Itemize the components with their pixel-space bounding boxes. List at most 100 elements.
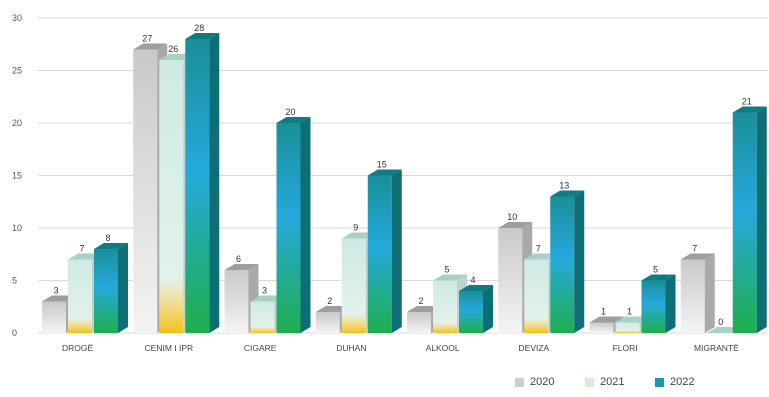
data-label: 7: [692, 244, 697, 254]
x-tick-label: MIGRANTË: [694, 343, 739, 353]
bar-2020-5: [498, 228, 523, 333]
x-tick-label: CENIM I IPR: [145, 343, 194, 353]
bar-2020-3: [315, 312, 340, 333]
bar-top-2020-1: [133, 43, 168, 50]
bar-2021-5: [524, 259, 549, 333]
bar-top-2021-3: [341, 232, 376, 239]
bar-side-2022-6: [665, 274, 676, 333]
bar-top-2022-1: [185, 33, 220, 39]
data-label: 15: [377, 160, 387, 170]
bar-top-2021-6: [615, 316, 650, 323]
y-tick-label: 10: [12, 223, 22, 233]
data-label: 7: [536, 244, 541, 254]
x-tick-label: DEVIZA: [519, 343, 550, 353]
data-label: 3: [262, 286, 267, 296]
y-tick-label: 0: [12, 328, 17, 338]
y-tick-label: 30: [12, 13, 22, 23]
bar-side-2022-2: [300, 117, 311, 333]
bar-top-2021-0: [68, 253, 102, 260]
bar-2022-6: [641, 280, 666, 333]
bar-2020-7: [680, 259, 705, 333]
bar-top-2021-7: [706, 327, 741, 333]
bar-2022-1: [185, 39, 210, 333]
bar-2020-1: [133, 49, 158, 333]
bar-2020-0: [42, 301, 66, 333]
bar-2021-4: [433, 280, 457, 333]
bar-top-2022-5: [550, 190, 585, 197]
x-axis-labels: DROGË CENIM I IPR CIGARE DUHAN ALKOOL DEVIZA F…: [62, 343, 739, 353]
bar-top-2021-5: [524, 253, 559, 260]
data-label: 28: [194, 23, 204, 33]
bar-side-2020-7: [704, 253, 715, 333]
bar-2021-1: [159, 60, 184, 333]
bar-2022-5: [550, 196, 575, 333]
bar-2021-0: [68, 259, 92, 333]
bar-side-2022-4: [483, 285, 493, 333]
x-tick-label: DUHAN: [336, 343, 366, 353]
legend-item-2022: 2022: [655, 376, 725, 388]
legend-swatch-2020: [515, 377, 524, 387]
x-tick-label: DROGË: [62, 343, 94, 353]
data-label: 7: [79, 244, 84, 254]
data-label: 1: [627, 307, 632, 317]
bar-top-2020-7: [680, 253, 715, 260]
bar-top-2022-0: [94, 243, 128, 249]
bar-top-2022-6: [641, 274, 676, 281]
data-label: 10: [507, 212, 517, 222]
data-label: 13: [559, 181, 569, 191]
data-label: 3: [53, 286, 58, 296]
legend: 2020 2021 2022: [515, 376, 725, 388]
bar-2021-7: [706, 333, 731, 334]
bar-2021-6: [615, 322, 640, 333]
data-label: 21: [742, 97, 752, 107]
data-label: 2: [418, 296, 423, 306]
bar-top-2022-3: [367, 169, 402, 176]
bar-side-2022-3: [391, 169, 402, 333]
bar-top-2020-5: [498, 222, 533, 228]
bar-side-2022-0: [118, 243, 128, 333]
bar-top-2022-7: [732, 106, 767, 113]
bar-side-2022-1: [209, 33, 220, 333]
data-label: 9: [353, 223, 358, 233]
bar-top-2021-2: [250, 295, 285, 302]
legend-label-2022: 2022: [670, 376, 695, 388]
bar-2022-2: [276, 123, 301, 333]
legend-item-2020: 2020: [515, 376, 585, 388]
bar-2021-2: [250, 301, 275, 333]
data-label: 8: [105, 233, 110, 243]
bar-side-2022-5: [574, 190, 585, 333]
data-label: 0: [718, 317, 723, 327]
bar-2022-4: [459, 291, 483, 333]
bar-2020-2: [224, 270, 249, 333]
bar-2020-6: [589, 322, 614, 333]
y-tick-label: 20: [12, 118, 22, 128]
data-label: 26: [168, 44, 178, 54]
legend-item-2021: 2021: [585, 376, 655, 388]
data-label: 6: [236, 254, 241, 264]
data-label: 2: [327, 296, 332, 306]
bar-top-2020-0: [42, 295, 76, 302]
legend-label-2021: 2021: [600, 376, 625, 388]
y-axis-ticks: 0 5 10 15 20 25 30: [12, 13, 22, 338]
bar-top-2020-6: [589, 316, 624, 323]
y-tick-label: 15: [12, 171, 22, 181]
x-tick-label: ALKOOL: [426, 343, 460, 353]
data-label: 1: [601, 307, 606, 317]
bar-top-2022-2: [276, 117, 311, 123]
y-tick-label: 5: [12, 276, 17, 286]
data-label: 4: [470, 275, 475, 285]
bar-top-2020-2: [224, 264, 259, 270]
legend-swatch-2021: [585, 377, 594, 387]
x-tick-label: FLORI: [613, 343, 638, 353]
bar-top-2021-1: [159, 54, 194, 60]
bar-top-2021-4: [433, 274, 467, 281]
bar-2022-7: [732, 112, 757, 333]
bar-top-2022-4: [459, 285, 493, 291]
data-label: 27: [142, 34, 152, 44]
bar-top-2020-3: [315, 306, 350, 312]
legend-swatch-2022: [655, 377, 664, 387]
legend-label-2020: 2020: [530, 376, 555, 388]
bar-top-2020-4: [407, 306, 441, 312]
